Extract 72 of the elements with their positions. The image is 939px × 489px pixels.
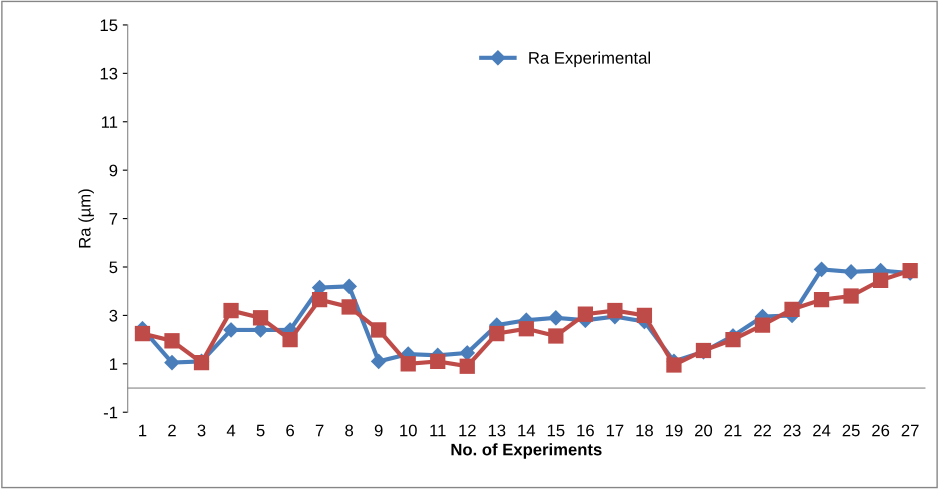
point — [636, 308, 652, 324]
y-tick-label: -1 — [104, 406, 118, 418]
point — [400, 356, 416, 372]
point — [578, 306, 593, 322]
x-tick-label: 7 — [316, 424, 324, 436]
point — [430, 354, 446, 370]
x-tick-label: 26 — [872, 424, 890, 436]
x-tick-label: 11 — [430, 424, 446, 436]
x-axis-title: No. of Experiments — [451, 443, 602, 459]
x-tick-label: 13 — [488, 424, 506, 436]
x-tick-label: 8 — [345, 424, 354, 436]
point — [312, 292, 328, 308]
x-tick-label: 9 — [374, 424, 383, 436]
point — [134, 326, 150, 342]
point — [460, 345, 475, 360]
x-tick-label: 23 — [784, 424, 801, 436]
y-tick-label: 9 — [109, 164, 118, 176]
point — [460, 358, 475, 374]
point — [902, 262, 918, 278]
point — [223, 322, 239, 338]
x-tick-label: 10 — [400, 424, 417, 436]
x-tick-label: 19 — [666, 424, 682, 436]
y-tick-label: 1 — [110, 358, 118, 370]
point — [342, 299, 357, 315]
point — [872, 272, 888, 288]
point — [754, 317, 770, 333]
x-tick-label: 6 — [286, 424, 294, 436]
point — [814, 292, 830, 308]
point — [371, 322, 386, 338]
x-tick-label: 15 — [548, 424, 564, 436]
x-tick-label: 17 — [606, 424, 624, 436]
y-tick-label: 3 — [109, 310, 118, 322]
point — [164, 355, 180, 370]
point — [548, 310, 564, 326]
point — [843, 288, 859, 304]
point — [814, 262, 830, 277]
x-tick-label: 14 — [518, 424, 536, 436]
y-tick-label: 15 — [100, 20, 118, 32]
y-tick-label: 13 — [100, 68, 118, 80]
x-tick-label: 16 — [577, 424, 594, 436]
legend-label: Ra Experimental — [529, 52, 650, 68]
x-tick-label: 18 — [636, 424, 653, 436]
point — [164, 333, 180, 348]
x-tick-label: 2 — [168, 424, 176, 436]
point — [518, 321, 534, 336]
point — [666, 357, 682, 373]
point — [282, 332, 298, 348]
x-tick-label: 25 — [842, 424, 860, 436]
point — [725, 332, 741, 348]
point — [489, 326, 504, 342]
y-tick-label: 5 — [109, 262, 118, 274]
point — [548, 328, 564, 344]
x-tick-label: 1 — [139, 424, 146, 436]
x-tick-label: 5 — [256, 424, 265, 436]
point — [252, 310, 268, 326]
x-tick-label: 20 — [695, 424, 712, 436]
x-tick-label: 24 — [813, 424, 830, 436]
point — [223, 302, 239, 318]
x-tick-label: 3 — [198, 424, 206, 436]
point — [371, 354, 386, 369]
point — [607, 302, 623, 318]
y-axis-title: Ra (µm) — [78, 189, 94, 248]
point — [784, 302, 800, 317]
x-tick-label: 22 — [754, 424, 771, 436]
x-tick-label: 12 — [459, 424, 476, 436]
x-tick-label: 4 — [226, 424, 236, 436]
x-tick-label: 21 — [724, 424, 742, 436]
y-tick-label: 7 — [110, 213, 118, 225]
point — [342, 278, 357, 294]
point — [844, 264, 859, 280]
y-tick-label: 11 — [102, 116, 118, 128]
x-tick-label: 27 — [902, 424, 919, 436]
